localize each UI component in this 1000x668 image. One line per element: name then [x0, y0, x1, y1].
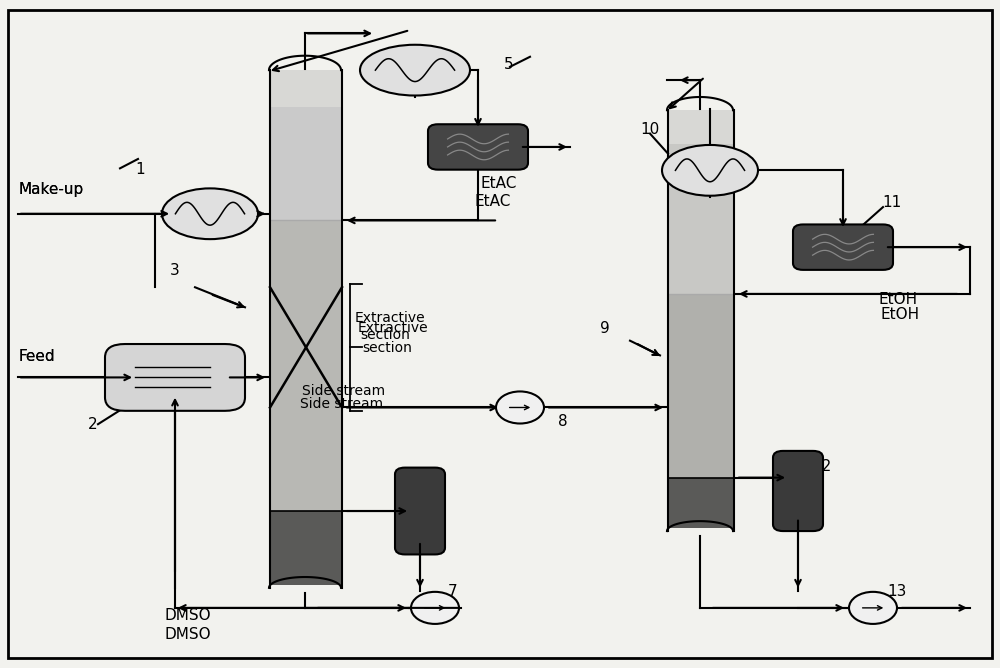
Text: Side stream: Side stream [300, 397, 383, 411]
FancyBboxPatch shape [395, 468, 445, 554]
Ellipse shape [662, 145, 758, 196]
Text: DMSO: DMSO [165, 627, 212, 641]
Bar [270, 220, 342, 511]
Text: Extractive: Extractive [355, 311, 426, 325]
Bar [668, 294, 734, 478]
Bar [270, 107, 342, 220]
FancyBboxPatch shape [773, 451, 823, 531]
Text: 12: 12 [812, 459, 831, 474]
Text: 1: 1 [135, 162, 145, 176]
Bar [668, 144, 734, 294]
Text: 5: 5 [504, 57, 514, 72]
Bar [270, 70, 342, 107]
Text: 2: 2 [88, 417, 98, 432]
Text: section: section [360, 329, 410, 342]
FancyBboxPatch shape [793, 224, 893, 270]
Circle shape [411, 592, 459, 624]
Circle shape [496, 391, 544, 424]
Circle shape [849, 592, 897, 624]
Text: Make-up: Make-up [18, 182, 83, 196]
Text: DMSO: DMSO [165, 608, 212, 623]
Bar [668, 110, 734, 144]
Text: 3: 3 [170, 263, 180, 278]
Ellipse shape [162, 188, 258, 239]
Text: EtAC: EtAC [475, 194, 511, 208]
Text: Feed: Feed [18, 349, 55, 364]
Text: EtOH: EtOH [878, 292, 917, 307]
Text: section: section [362, 341, 412, 355]
Text: Extractive: Extractive [358, 321, 429, 335]
Text: Make-up: Make-up [18, 182, 83, 197]
Text: 10: 10 [640, 122, 659, 136]
Text: 8: 8 [558, 414, 568, 429]
Text: EtAC: EtAC [480, 176, 516, 191]
Text: 7: 7 [448, 584, 458, 599]
FancyBboxPatch shape [428, 124, 528, 170]
Bar [668, 478, 734, 528]
Text: 9: 9 [600, 321, 610, 335]
Ellipse shape [360, 45, 470, 96]
Text: 13: 13 [887, 584, 906, 599]
Text: Side stream: Side stream [302, 385, 385, 398]
Text: Feed: Feed [18, 349, 55, 363]
Text: EtOH: EtOH [880, 307, 919, 322]
Text: 6: 6 [432, 482, 442, 497]
Text: 11: 11 [882, 195, 901, 210]
Bar [270, 511, 342, 584]
FancyBboxPatch shape [105, 344, 245, 411]
